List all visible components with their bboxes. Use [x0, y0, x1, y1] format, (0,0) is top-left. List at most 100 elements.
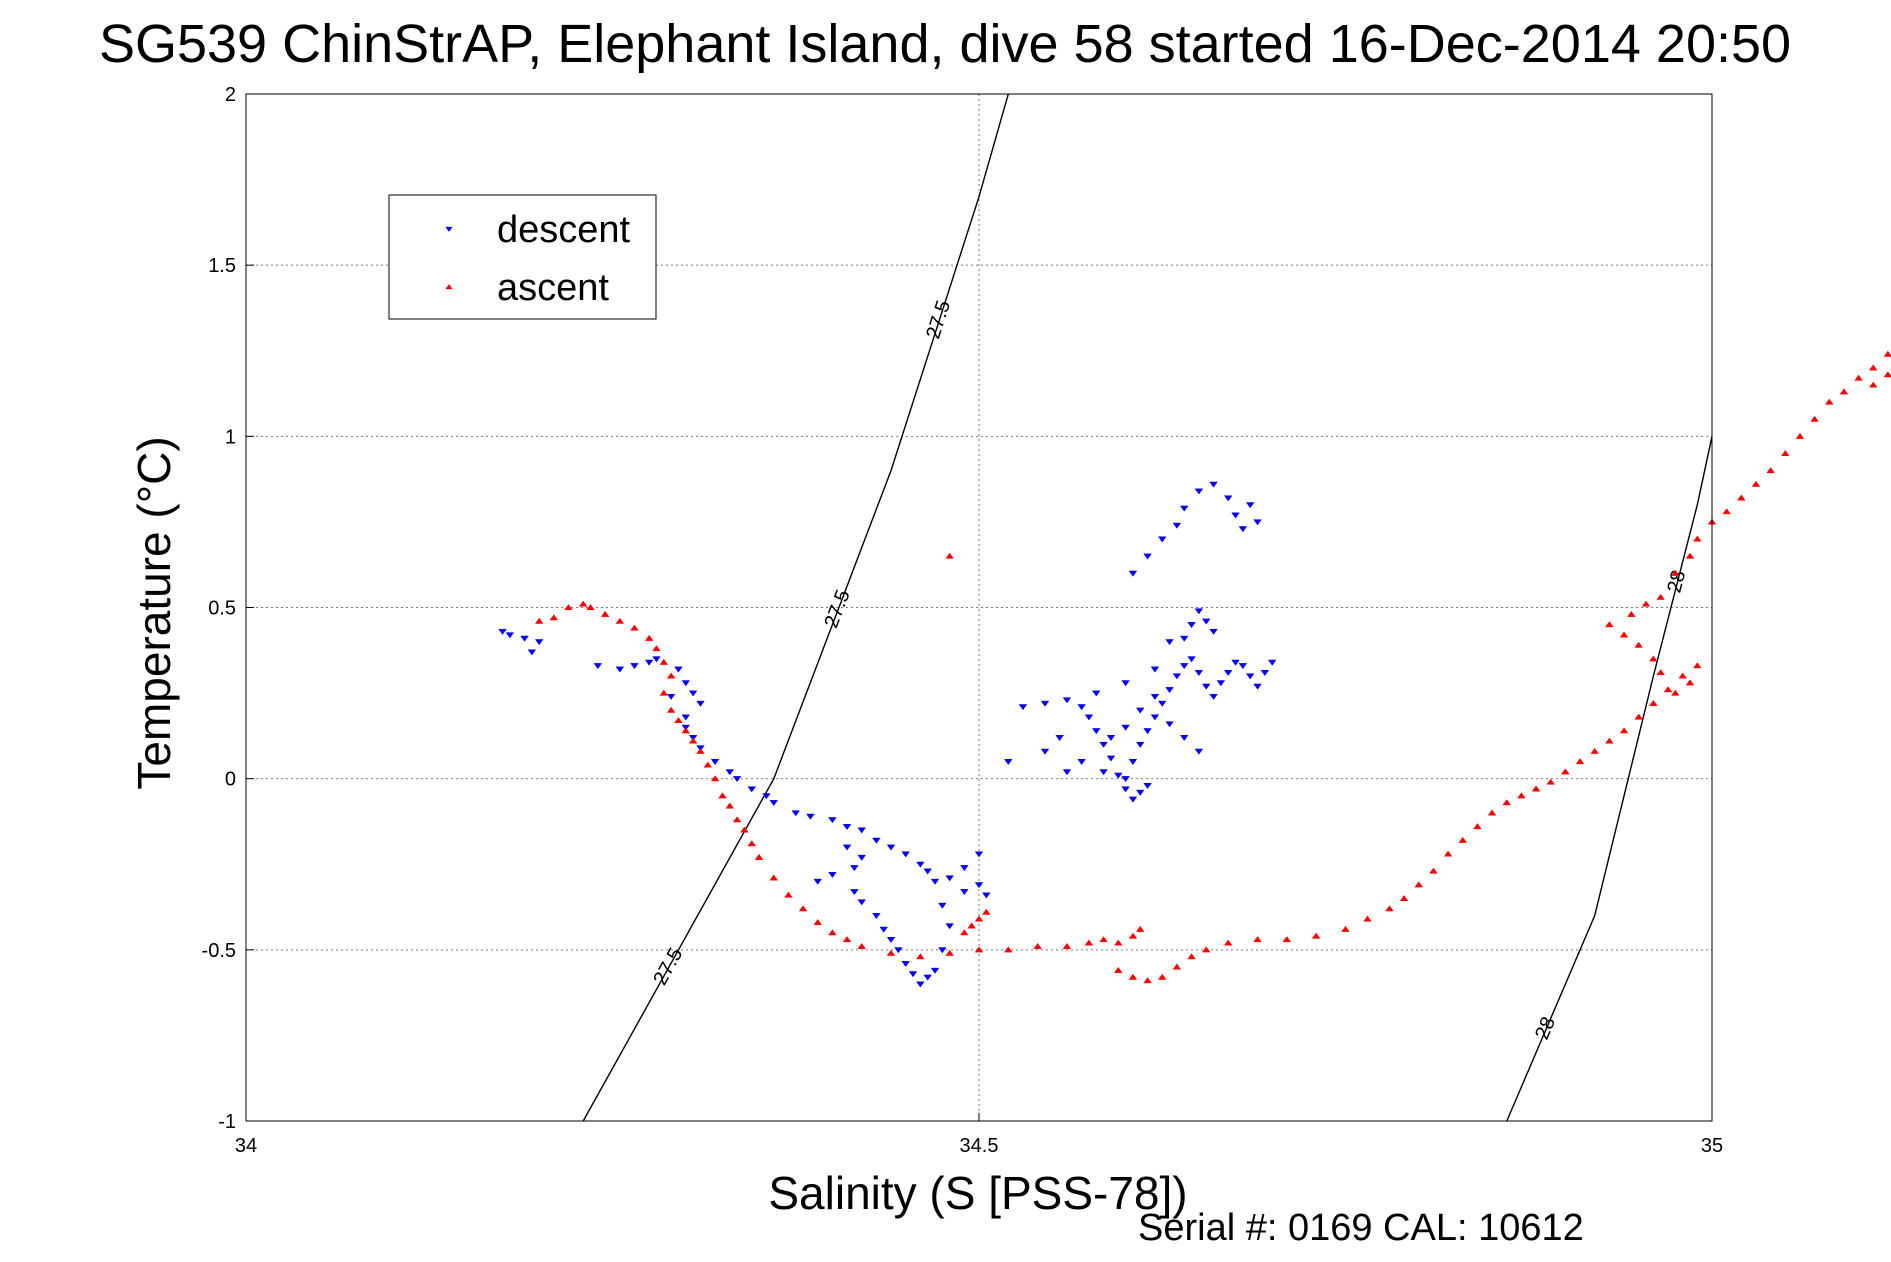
data-point-descent: [1172, 673, 1182, 680]
data-point-descent: [1128, 759, 1138, 766]
data-point-ascent: [1143, 977, 1152, 984]
x-tick-label: 34.5: [960, 1135, 999, 1157]
data-point-ascent: [1663, 686, 1673, 693]
data-point-descent: [923, 974, 932, 981]
legend-label-descent: descent: [497, 209, 631, 251]
data-point-descent: [1172, 522, 1182, 529]
data-point-descent: [901, 851, 910, 858]
legend: descent ascent: [388, 194, 657, 320]
serial-footer: Serial #: 0169 CAL: 10612: [1138, 1207, 1584, 1249]
data-point-descent: [872, 837, 881, 844]
data-point-ascent: [674, 716, 683, 723]
data-point-ascent: [1737, 494, 1746, 501]
data-point-descent: [894, 947, 903, 954]
data-point-ascent: [1399, 895, 1409, 902]
data-point-ascent: [600, 610, 610, 617]
data-point-descent: [1135, 707, 1145, 714]
data-point-ascent: [1414, 881, 1424, 888]
data-point-descent: [1004, 759, 1013, 766]
data-point-ascent: [1099, 936, 1108, 943]
data-point-ascent: [982, 908, 991, 915]
data-point-ascent: [586, 604, 595, 611]
data-point-descent: [1055, 735, 1064, 742]
data-point-descent: [1143, 728, 1152, 735]
data-point-descent: [930, 878, 940, 885]
data-point-ascent: [886, 949, 896, 956]
data-point-ascent: [945, 552, 954, 559]
data-point-descent: [1194, 670, 1204, 677]
data-point-descent: [1209, 481, 1218, 488]
data-point-descent: [960, 889, 969, 896]
data-point-ascent: [1781, 449, 1790, 456]
data-point-descent: [1209, 693, 1218, 700]
data-point-descent: [666, 693, 676, 700]
data-point-ascent: [1634, 713, 1643, 720]
data-point-descent: [1179, 735, 1189, 742]
data-point-ascent: [1201, 946, 1211, 953]
data-point-ascent: [1627, 610, 1636, 617]
data-point-descent: [791, 810, 801, 817]
data-point-descent: [1077, 704, 1086, 711]
data-point-ascent: [769, 874, 779, 881]
data-point-ascent: [740, 826, 749, 833]
data-point-descent: [886, 937, 896, 944]
data-point-ascent: [916, 953, 925, 960]
data-point-ascent: [842, 936, 852, 943]
data-point-ascent: [1605, 621, 1614, 628]
data-point-descent: [974, 851, 984, 858]
data-point-descent: [1143, 782, 1152, 789]
data-point-descent: [710, 759, 720, 766]
data-point-descent: [916, 861, 925, 868]
data-point-ascent: [534, 617, 544, 624]
data-point-descent: [688, 690, 698, 697]
data-point-descent: [828, 817, 837, 824]
data-point-descent: [945, 923, 954, 930]
data-point-ascent: [1223, 939, 1233, 946]
data-point-ascent: [1868, 364, 1878, 371]
chart-title: SG539 ChinStrAP, Elephant Island, dive 5…: [99, 14, 1791, 74]
data-point-ascent: [1135, 925, 1145, 932]
data-point-descent: [1245, 502, 1255, 509]
data-point-ascent: [857, 942, 867, 949]
data-point-descent: [1091, 690, 1101, 697]
data-point-descent: [872, 913, 881, 920]
data-point-descent: [1179, 635, 1189, 642]
data-point-ascent: [1854, 374, 1863, 381]
data-point-descent: [1245, 673, 1255, 680]
data-point-descent: [1062, 769, 1072, 776]
data-point-ascent: [974, 946, 984, 953]
data-point-ascent: [1341, 925, 1350, 932]
data-point-ascent: [960, 929, 969, 936]
data-point-ascent: [1722, 508, 1731, 515]
data-point-ascent: [1810, 415, 1819, 422]
data-point-descent: [1135, 789, 1145, 796]
data-point-ascent: [1678, 672, 1687, 679]
data-point-descent: [1194, 488, 1204, 495]
data-point-descent: [857, 899, 867, 906]
data-point-ascent: [1385, 905, 1394, 912]
data-point-ascent: [1157, 973, 1167, 980]
data-point-descent: [534, 639, 544, 646]
data-point-descent: [1223, 670, 1233, 677]
data-point-ascent: [1656, 669, 1665, 676]
data-point-descent: [1113, 772, 1123, 779]
data-point-ascent: [1685, 552, 1695, 559]
data-point-ascent: [1605, 737, 1614, 744]
data-point-descent: [828, 871, 837, 878]
data-point-descent: [945, 875, 954, 882]
data-point-ascent: [798, 905, 808, 912]
data-point-ascent: [974, 915, 984, 922]
data-point-descent: [1231, 659, 1240, 666]
data-point-ascent: [1487, 809, 1497, 816]
legend-label-ascent: ascent: [497, 267, 609, 309]
data-point-descent: [1106, 755, 1116, 762]
data-point-ascent: [1751, 480, 1761, 487]
data-point-descent: [674, 666, 683, 673]
data-point-descent: [1179, 505, 1189, 512]
data-point-ascent: [615, 617, 625, 624]
data-point-descent: [1165, 687, 1174, 694]
legend-box: [388, 194, 657, 320]
data-point-ascent: [1458, 836, 1468, 843]
data-point-descent: [806, 813, 815, 820]
